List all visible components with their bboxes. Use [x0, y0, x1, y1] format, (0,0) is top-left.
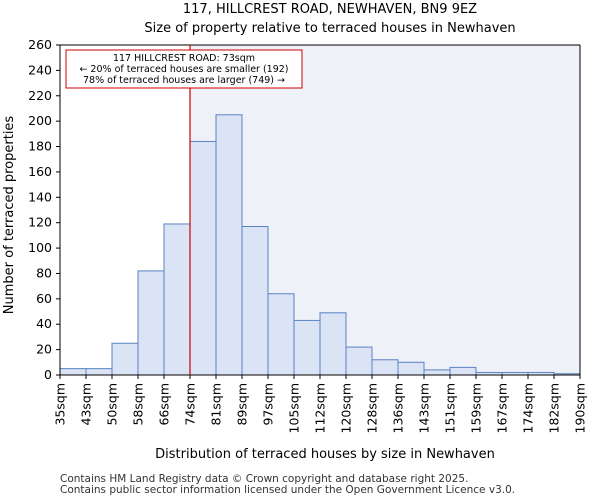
- annotation-title: 117 HILLCREST ROAD: 73sqm: [113, 53, 255, 64]
- bar-43sqm: [85, 368, 113, 376]
- x-tick-label-151sqm: 151sqm: [443, 383, 458, 433]
- y-tick-label-80: 80: [36, 265, 52, 280]
- chart-subtitle: Size of property relative to terraced ho…: [144, 21, 515, 36]
- x-tick-label-66sqm: 66sqm: [157, 383, 172, 426]
- y-tick-label-260: 260: [28, 37, 52, 52]
- x-tick-label-128sqm: 128sqm: [365, 383, 380, 433]
- y-tick-label-180: 180: [28, 139, 52, 154]
- y-tick-label-220: 220: [28, 88, 52, 103]
- y-tick-label-120: 120: [28, 215, 52, 230]
- x-tick-label-190sqm: 190sqm: [573, 383, 588, 433]
- x-tick-label-167sqm: 167sqm: [495, 383, 510, 433]
- bar-35sqm: [59, 368, 87, 376]
- x-tick-label-58sqm: 58sqm: [131, 383, 146, 426]
- bar-89sqm: [241, 226, 269, 376]
- y-tick-label-0: 0: [44, 367, 52, 382]
- x-tick-label-112sqm: 112sqm: [313, 383, 328, 433]
- annotation-larger: 78% of terraced houses are larger (749) …: [83, 75, 285, 86]
- annotation-box: [65, 49, 303, 89]
- y-tick-label-60: 60: [36, 291, 52, 306]
- y-tick-label-100: 100: [28, 240, 52, 255]
- y-tick-label-240: 240: [28, 62, 52, 77]
- bar-74sqm: [189, 140, 217, 376]
- chart-title: 117, HILLCREST ROAD, NEWHAVEN, BN9 9EZ: [183, 2, 477, 17]
- x-tick-label-159sqm: 159sqm: [469, 383, 484, 433]
- bar-97sqm: [267, 293, 295, 376]
- bar-143sqm: [423, 369, 451, 376]
- plot-area: 0 20 40 60 80 100 120 140 160 180 200 220 240 260 35sq…: [28, 37, 587, 433]
- y-tick-label-20: 20: [36, 342, 52, 357]
- x-tick-label-136sqm: 136sqm: [391, 383, 406, 433]
- x-tick-label-35sqm: 35sqm: [53, 383, 68, 426]
- x-tick-label-74sqm: 74sqm: [183, 383, 198, 426]
- bar-120sqm: [345, 346, 373, 376]
- x-tick-label-120sqm: 120sqm: [339, 383, 354, 433]
- x-tick-label-50sqm: 50sqm: [105, 383, 120, 426]
- bar-136sqm: [397, 361, 425, 376]
- y-tick-label-40: 40: [36, 316, 52, 331]
- x-tick-label-43sqm: 43sqm: [79, 383, 94, 426]
- x-tick-label-97sqm: 97sqm: [261, 383, 276, 426]
- footer-line-2: Contains public sector information licen…: [60, 484, 516, 496]
- y-tick-label-140: 140: [28, 189, 52, 204]
- bar-58sqm: [137, 270, 165, 376]
- x-tick-label-105sqm: 105sqm: [287, 383, 302, 433]
- y-axis-label: Number of terraced properties: [2, 116, 17, 315]
- footer-line-1: Contains HM Land Registry data © Crown c…: [60, 473, 469, 485]
- bar-66sqm: [163, 223, 191, 376]
- x-axis-label: Distribution of terraced houses by size …: [155, 447, 495, 462]
- x-tick-label-89sqm: 89sqm: [235, 383, 250, 426]
- bar-105sqm: [293, 319, 321, 376]
- bar-128sqm: [371, 359, 399, 376]
- x-tick-label-182sqm: 182sqm: [547, 383, 562, 433]
- y-tick-label-160: 160: [28, 164, 52, 179]
- bar-112sqm: [319, 312, 347, 376]
- x-tick-label-81sqm: 81sqm: [209, 383, 224, 426]
- bar-151sqm: [449, 366, 477, 376]
- bar-50sqm: [111, 342, 139, 376]
- x-tick-label-174sqm: 174sqm: [521, 383, 536, 433]
- y-tick-label-200: 200: [28, 113, 52, 128]
- x-tick-label-143sqm: 143sqm: [417, 383, 432, 433]
- bar-81sqm: [215, 114, 243, 376]
- annotation-smaller: ← 20% of terraced houses are smaller (19…: [79, 64, 288, 75]
